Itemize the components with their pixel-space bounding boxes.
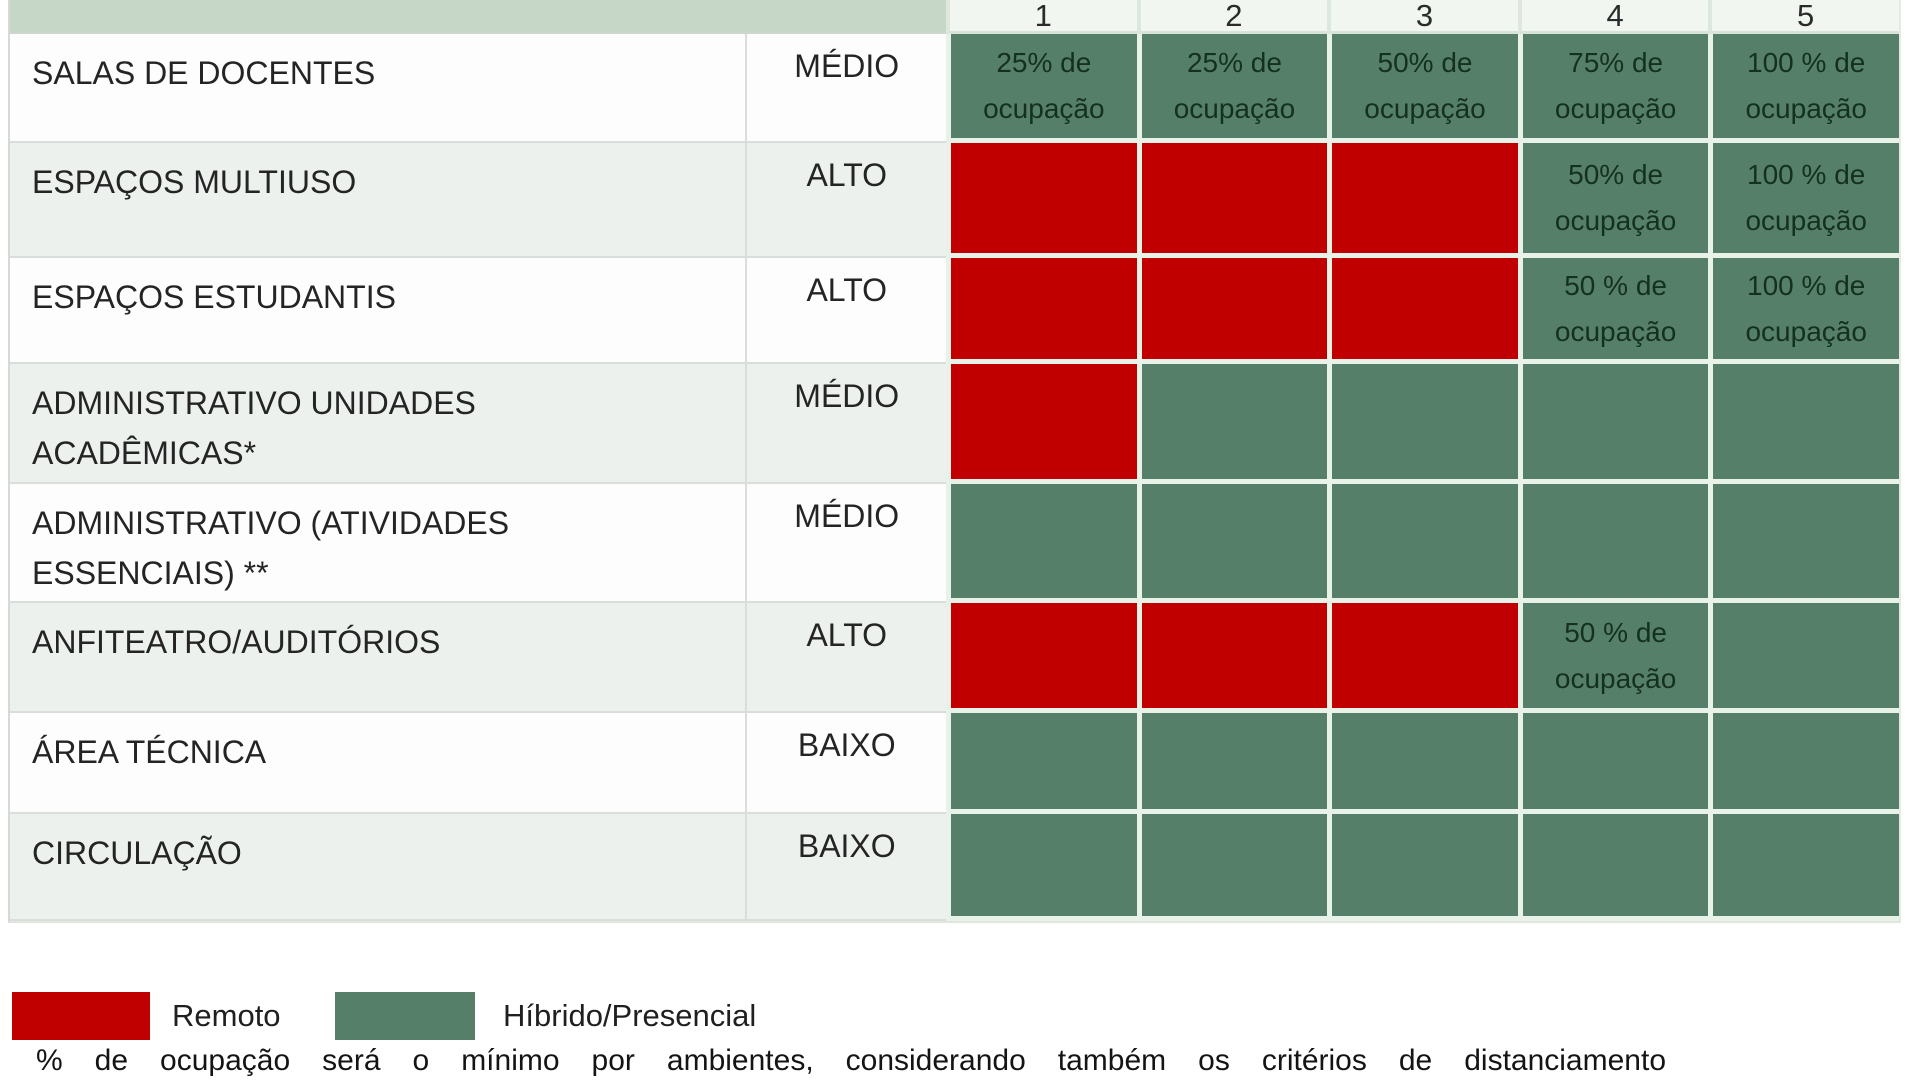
table-row: ÁREA TÉCNICA BAIXO — [10, 713, 1899, 814]
phase-cell — [1708, 484, 1899, 603]
phase-cell: 100 % de ocupação — [1708, 34, 1899, 143]
phase-cell: 100 % de ocupação — [1708, 143, 1899, 258]
row-label-text: SALAS DE DOCENTES — [32, 55, 376, 91]
phase-cell — [1327, 484, 1518, 603]
phase-cell — [1327, 143, 1518, 258]
phase-cell — [1136, 814, 1328, 921]
phase-cell: 50% de ocupação — [1517, 143, 1709, 258]
row-label: SALAS DE DOCENTES — [10, 34, 748, 143]
phase-cell: 25% de ocupação — [946, 34, 1137, 143]
legend-hybrid-swatch — [335, 992, 475, 1040]
phase-cell — [946, 713, 1137, 814]
occupancy-text: 50 % de ocupação — [1554, 269, 1677, 347]
phase-cell — [1708, 713, 1899, 814]
phase-cell — [1517, 364, 1709, 484]
row-label-text: ANFITEATRO/AUDITÓRIOS — [32, 624, 441, 660]
row-label-text: ADMINISTRATIVO (ATIVIDADES ESSENCIAIS) *… — [32, 505, 510, 591]
risk-level: MÉDIO — [747, 34, 947, 143]
table-header-row: 1 2 3 4 5 — [10, 0, 1899, 34]
phase-column-header-1: 1 — [946, 0, 1137, 34]
phase-cell: 100 % de ocupação — [1708, 258, 1899, 364]
risk-level: BAIXO — [747, 814, 947, 921]
row-label: ANFITEATRO/AUDITÓRIOS — [10, 603, 748, 713]
phase-column-header-4: 4 — [1517, 0, 1709, 34]
phase-column-header-2: 2 — [1136, 0, 1328, 34]
risk-level: BAIXO — [747, 713, 947, 814]
table-row: ESPAÇOS MULTIUSO ALTO 50% de ocupação 10… — [10, 143, 1899, 258]
phase-cell — [946, 484, 1137, 603]
occupancy-text: 50% de ocupação — [1364, 47, 1486, 124]
table-row: ADMINISTRATIVO (ATIVIDADES ESSENCIAIS) *… — [10, 484, 1899, 603]
phase-column-header-5: 5 — [1708, 0, 1899, 34]
phase-cell — [946, 258, 1137, 364]
row-label: ADMINISTRATIVO UNIDADES ACADÊMICAS* — [10, 364, 748, 484]
row-label-text: ADMINISTRATIVO UNIDADES ACADÊMICAS* — [32, 385, 476, 471]
row-label: ESPAÇOS MULTIUSO — [10, 143, 748, 258]
footnote: % de ocupação será o mínimo por ambiente… — [36, 1044, 1666, 1077]
risk-level: ALTO — [747, 603, 947, 713]
phase-cell — [1327, 603, 1518, 713]
occupancy-text: 75% de ocupação — [1554, 47, 1677, 124]
header-corner-cell — [10, 0, 946, 34]
phase-cell — [946, 814, 1137, 921]
phase-cell — [1136, 258, 1328, 364]
phase-cell — [946, 364, 1137, 484]
phase-column-header-3: 3 — [1327, 0, 1518, 34]
occupancy-text: 100 % de ocupação — [1745, 47, 1867, 124]
row-label-text: ÁREA TÉCNICA — [32, 734, 267, 770]
phase-cell — [1327, 814, 1518, 921]
phase-cell — [1136, 484, 1328, 603]
risk-level: ALTO — [747, 143, 947, 258]
occupancy-text: 50% de ocupação — [1554, 159, 1677, 236]
occupancy-table: 1 2 3 4 5 SALAS DE DOCENTES MÉDIO 25% de… — [8, 0, 1901, 923]
occupancy-text: 25% de ocupação — [1173, 47, 1296, 124]
legend: Remoto Híbrido/Presencial — [0, 992, 1920, 1040]
legend-remote-swatch — [12, 992, 150, 1040]
legend-remote-label: Remoto — [172, 998, 281, 1033]
phase-cell: 50 % de ocupação — [1517, 258, 1709, 364]
risk-level: MÉDIO — [747, 484, 947, 603]
table-row: ADMINISTRATIVO UNIDADES ACADÊMICAS* MÉDI… — [10, 364, 1899, 484]
phase-cell — [1136, 143, 1328, 258]
phase-cell — [1136, 364, 1328, 484]
row-label-text: ESPAÇOS ESTUDANTIS — [32, 279, 396, 315]
phase-cell — [1517, 713, 1709, 814]
occupancy-text: 25% de ocupação — [983, 47, 1105, 124]
occupancy-text: 100 % de ocupação — [1745, 159, 1867, 236]
row-label-text: ESPAÇOS MULTIUSO — [32, 164, 357, 200]
phase-cell: 75% de ocupação — [1517, 34, 1709, 143]
occupancy-text: 50 % de ocupação — [1554, 616, 1677, 694]
phase-cell — [1327, 258, 1518, 364]
phase-cell: 50 % de ocupação — [1517, 603, 1709, 713]
phase-cell — [946, 143, 1137, 258]
table-row: ANFITEATRO/AUDITÓRIOS ALTO 50 % de ocupa… — [10, 603, 1899, 713]
phase-cell — [1708, 814, 1899, 921]
phase-cell — [1327, 713, 1518, 814]
row-label: ESPAÇOS ESTUDANTIS — [10, 258, 748, 364]
occupancy-text: 100 % de ocupação — [1745, 269, 1867, 347]
table-row: ESPAÇOS ESTUDANTIS ALTO 50 % de ocupação… — [10, 258, 1899, 364]
phase-cell: 25% de ocupação — [1136, 34, 1328, 143]
phase-cell — [1327, 364, 1518, 484]
phase-cell — [1136, 713, 1328, 814]
table-row: CIRCULAÇÃO BAIXO — [10, 814, 1899, 921]
phase-cell — [946, 603, 1137, 713]
row-label-text: CIRCULAÇÃO — [32, 835, 242, 871]
row-label: ADMINISTRATIVO (ATIVIDADES ESSENCIAIS) *… — [10, 484, 748, 603]
phase-cell — [1517, 484, 1709, 603]
phase-cell — [1136, 603, 1328, 713]
table-row: SALAS DE DOCENTES MÉDIO 25% de ocupação … — [10, 34, 1899, 143]
row-label: CIRCULAÇÃO — [10, 814, 748, 921]
phase-cell — [1517, 814, 1709, 921]
legend-hybrid-label: Híbrido/Presencial — [503, 998, 757, 1033]
row-label: ÁREA TÉCNICA — [10, 713, 748, 814]
phase-cell: 50% de ocupação — [1327, 34, 1518, 143]
risk-level: ALTO — [747, 258, 947, 364]
risk-level: MÉDIO — [747, 364, 947, 484]
phase-cell — [1708, 364, 1899, 484]
phase-cell — [1708, 603, 1899, 713]
